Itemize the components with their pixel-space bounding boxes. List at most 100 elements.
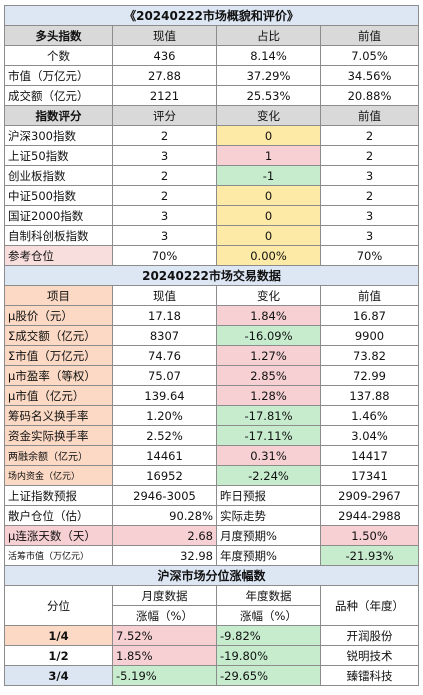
value-cell: -19.80% <box>216 645 321 666</box>
header-cell: 前值 <box>320 25 419 46</box>
value-cell: 75.07 <box>112 365 217 386</box>
change-cell: -16.09% <box>216 325 321 346</box>
change-cell: -17.11% <box>216 425 321 446</box>
value-cell: 73.82 <box>320 345 419 366</box>
header-cell: 前值 <box>320 285 419 306</box>
change-cell: 1 <box>216 145 321 166</box>
value-cell: 139.64 <box>112 385 217 406</box>
value-cell: 2944-2988 <box>320 505 419 526</box>
row-label: 昨日预报 <box>216 485 321 506</box>
value-cell: 2 <box>320 125 419 146</box>
change-cell: -2.24% <box>216 465 321 486</box>
row-label: 1/4 <box>4 625 113 646</box>
value-cell: 70% <box>112 245 217 266</box>
value-cell: -9.82% <box>216 625 321 646</box>
value-cell: 锐明技术 <box>320 645 419 666</box>
row-label: 1/2 <box>4 645 113 666</box>
value-cell: 20.88% <box>320 85 419 106</box>
row-label: 上证指数预报 <box>4 485 113 506</box>
section1-title: 《20240222市场概貌和评价》 <box>4 5 419 26</box>
value-cell: 90.28% <box>112 505 217 526</box>
change-cell: 1.27% <box>216 345 321 366</box>
row-label: 两融余额（亿元） <box>4 445 113 466</box>
value-cell: 72.99 <box>320 365 419 386</box>
value-cell: 32.98 <box>112 545 217 566</box>
market-table: 《20240222市场概貌和评价》 多头指数 现值 占比 前值 个数 436 8… <box>4 5 419 686</box>
value-cell: 16.87 <box>320 305 419 326</box>
table-row: 自制科创板指数 3 0 3 <box>4 225 419 246</box>
header-cell: 占比 <box>216 25 321 46</box>
row-label: 筹码名义换手率 <box>4 405 113 426</box>
table-row: μ市盈率（等权） 75.07 2.85% 72.99 <box>4 365 419 386</box>
row-label: 市值（万亿元） <box>4 65 113 86</box>
value-cell: 开润股份 <box>320 625 419 646</box>
value-cell: 34.56% <box>320 65 419 86</box>
table-row: 中证500指数 2 0 2 <box>4 185 419 206</box>
header-subcell: 涨幅（%） <box>112 605 217 626</box>
table-row: Σ市值（万亿元） 74.76 1.27% 73.82 <box>4 345 419 366</box>
table-row: 筹码名义换手率 1.20% -17.81% 1.46% <box>4 405 419 426</box>
row-label: μ市值（亿元） <box>4 385 113 406</box>
table-row: μ连涨天数（天） 2.68 月度预期% 1.50% <box>4 525 419 546</box>
header-cell: 现值 <box>112 25 217 46</box>
table-row: 1/4 7.52% -9.82% 开润股份 <box>4 625 419 646</box>
header-cell: 月度数据 <box>112 585 217 606</box>
value-cell: 14417 <box>320 445 419 466</box>
value-cell: 臻镭科技 <box>320 665 419 686</box>
value-cell: 2 <box>320 185 419 206</box>
value-cell: 2 <box>112 125 217 146</box>
row-label: 中证500指数 <box>4 185 113 206</box>
header-cell: 评分 <box>112 105 217 126</box>
value-cell: 3 <box>320 225 419 246</box>
value-cell: 74.76 <box>112 345 217 366</box>
value-cell: -21.93% <box>320 545 419 566</box>
header-cell: 变化 <box>216 105 321 126</box>
header-cell: 指数评分 <box>4 105 113 126</box>
value-cell: 17341 <box>320 465 419 486</box>
table-row: 活筹市值（万亿元） 32.98 年度预期% -21.93% <box>4 545 419 566</box>
value-cell: 2 <box>112 185 217 206</box>
table-row: 创业板指数 2 -1 3 <box>4 165 419 186</box>
row-label: 上证50指数 <box>4 145 113 166</box>
change-cell: 0 <box>216 125 321 146</box>
header-cell: 项目 <box>4 285 113 306</box>
row-label: Σ成交额（亿元） <box>4 325 113 346</box>
row-label: 自制科创板指数 <box>4 225 113 246</box>
row-label: 实际走势 <box>216 505 321 526</box>
header-cell: 多头指数 <box>4 25 113 46</box>
value-cell: 7.05% <box>320 45 419 66</box>
row-label: 散户仓位（估） <box>4 505 113 526</box>
value-cell: -29.65% <box>216 665 321 686</box>
table-row: 参考仓位 70% 0.00% 70% <box>4 245 419 266</box>
section3-title: 20240222市场交易数据 <box>4 265 419 286</box>
table-row: 资金实际换手率 2.52% -17.11% 3.04% <box>4 425 419 446</box>
value-cell: 1.46% <box>320 405 419 426</box>
row-label: μ市盈率（等权） <box>4 365 113 386</box>
value-cell: 8307 <box>112 325 217 346</box>
value-cell: 70% <box>320 245 419 266</box>
row-label: 月度预期% <box>216 525 321 546</box>
section4-title: 沪深市场分位涨幅数 <box>4 565 419 586</box>
header-cell: 年度数据 <box>216 585 321 606</box>
value-cell: 2.68 <box>112 525 217 546</box>
header-cell: 变化 <box>216 285 321 306</box>
value-cell: 2 <box>112 165 217 186</box>
header-cell: 品种（年度） <box>320 585 419 626</box>
value-cell: 2121 <box>112 85 217 106</box>
table-row: 上证50指数 3 1 2 <box>4 145 419 166</box>
value-cell: 3 <box>112 205 217 226</box>
change-cell: 0.31% <box>216 445 321 466</box>
row-label: 创业板指数 <box>4 165 113 186</box>
value-cell: 1.50% <box>320 525 419 546</box>
value-cell: 17.18 <box>112 305 217 326</box>
change-cell: -1 <box>216 165 321 186</box>
value-cell: 27.88 <box>112 65 217 86</box>
value-cell: 1.85% <box>112 645 217 666</box>
value-cell: 16952 <box>112 465 217 486</box>
table-row: μ市值（亿元） 139.64 1.28% 137.88 <box>4 385 419 406</box>
row-label: 成交额（亿元） <box>4 85 113 106</box>
value-cell: 3 <box>320 165 419 186</box>
table-row: 成交额（亿元） 2121 25.53% 20.88% <box>4 85 419 106</box>
row-label: 国证2000指数 <box>4 205 113 226</box>
spreadsheet: 《20240222市场概貌和评价》 多头指数 现值 占比 前值 个数 436 8… <box>4 5 419 686</box>
